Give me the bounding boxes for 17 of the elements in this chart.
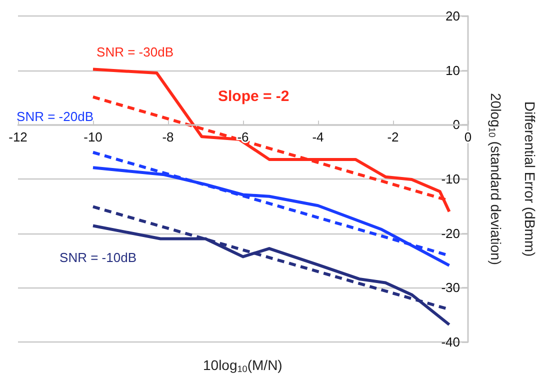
x-tick-label: -2: [387, 130, 399, 145]
series-label: SNR = -10dB: [60, 250, 136, 266]
x-tick-label: -10: [84, 130, 102, 145]
y-tick-label: -40: [441, 334, 460, 350]
text: SNR = -20dB: [16, 109, 94, 124]
x-tick-label: -4: [312, 130, 324, 145]
y-tick-label: 10: [446, 62, 460, 78]
y-tick-label: -30: [441, 280, 460, 296]
x-tick-label: -8: [162, 130, 174, 145]
annotation: Slope = -2: [218, 88, 290, 105]
series-label: SNR = -30dB: [96, 44, 174, 60]
y-tick-label: -10: [441, 172, 460, 186]
y-tick-label: -20: [441, 226, 460, 241]
text: Differential Error (dBmm) 20log10 (standard deviation): [487, 92, 538, 266]
x-tick-label: 0: [464, 130, 472, 145]
x-tick-label: -12: [8, 130, 28, 145]
y-tick-label: 20: [446, 8, 460, 24]
